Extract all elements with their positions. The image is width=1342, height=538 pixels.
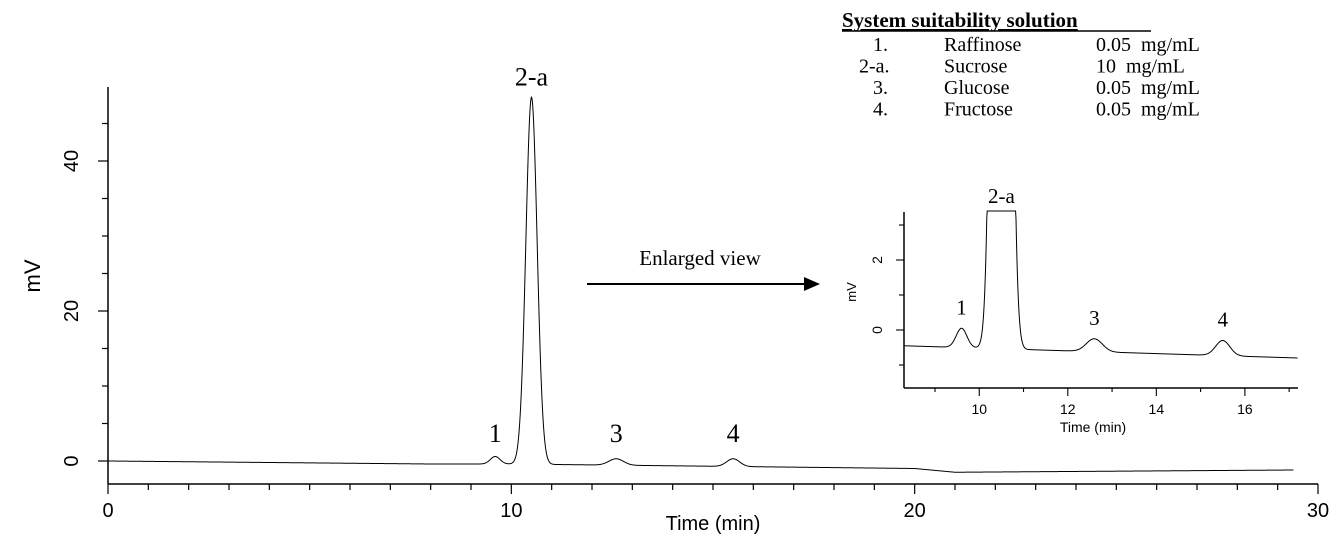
main-y-axis-label: mV (20, 259, 45, 292)
main-peak-label: 3 (610, 419, 623, 448)
legend-item-name: Raffinose (944, 34, 1022, 56)
inset-peak-label: 2-a (988, 184, 1015, 208)
inset-x-tick-label: 16 (1237, 401, 1253, 417)
legend-item-number: 4. (873, 99, 888, 121)
legend-item: 1. Raffinose 0.05 mg/mL (873, 34, 1200, 56)
inset-trace-line (903, 210, 1298, 359)
enlarged-view-annotation: Enlarged view (587, 246, 820, 291)
enlarged-view-arrow-head (804, 277, 820, 291)
inset-x-tick-label: 14 (1149, 401, 1165, 417)
main-x-tick-label: 20 (904, 500, 926, 522)
legend-item: 2-a. Sucrose 10 mg/mL (859, 56, 1185, 78)
inset-x-tick-label: 12 (1060, 401, 1076, 417)
inset-peak-label: 1 (956, 295, 967, 319)
main-peak-label: 2-a (515, 62, 549, 91)
enlarged-view-label: Enlarged view (639, 246, 761, 270)
legend-item: 4. Fructose 0.05 mg/mL (873, 99, 1200, 121)
inset-peak-labels: 1 2-a 3 4 (956, 184, 1228, 332)
inset-y-tick-label: 2 (869, 256, 885, 264)
inset-peak-label: 4 (1217, 308, 1228, 332)
main-y-tick-label: 20 (61, 300, 83, 322)
main-peak-label: 1 (489, 419, 502, 448)
main-x-axis-label: Time (min) (666, 513, 761, 535)
legend-items: 1. Raffinose 0.05 mg/mL 2-a. Sucrose 10 mg/mL… (859, 34, 1200, 121)
inset-x-tick-label: 10 (971, 401, 987, 417)
main-x-tick-label: 0 (102, 500, 113, 522)
legend-item-name: Sucrose (944, 56, 1007, 78)
main-peak-labels: 1 2-a 3 4 (489, 62, 740, 448)
inset-chart: 10 12 14 16 0 2 mV Time (min) 1 2-a 3 4 (844, 184, 1298, 435)
legend-item-number: 1. (873, 34, 888, 56)
legend-item-number: 3. (873, 77, 888, 99)
legend-item-name: Glucose (944, 77, 1010, 99)
legend-item-concentration: 0.05 mg/mL (1096, 77, 1200, 99)
legend: System suitability solution 1. Raffinose 0… (842, 8, 1200, 121)
legend-item-concentration: 0.05 mg/mL (1096, 34, 1200, 56)
legend-item-concentration: 10 mg/mL (1096, 56, 1185, 78)
legend-item-name: Fructose (944, 99, 1013, 121)
main-peak-label: 4 (727, 419, 740, 448)
legend-item-concentration: 0.05 mg/mL (1096, 99, 1200, 121)
main-y-tick-label: 0 (61, 455, 83, 466)
legend-item: 3. Glucose 0.05 mg/mL (873, 77, 1200, 99)
inset-y-tick-label: 0 (869, 326, 885, 334)
main-trace-line (108, 95, 1294, 473)
inset-y-axis-label: mV (844, 282, 859, 302)
main-x-tick-label: 10 (500, 500, 522, 522)
main-x-tick-label: 30 (1307, 500, 1329, 522)
legend-title: System suitability solution (842, 8, 1078, 32)
main-y-tick-label: 40 (61, 150, 83, 172)
inset-x-axis-label: Time (min) (1060, 419, 1126, 435)
inset-peak-label: 3 (1089, 306, 1100, 330)
legend-item-number: 2-a. (859, 56, 890, 78)
